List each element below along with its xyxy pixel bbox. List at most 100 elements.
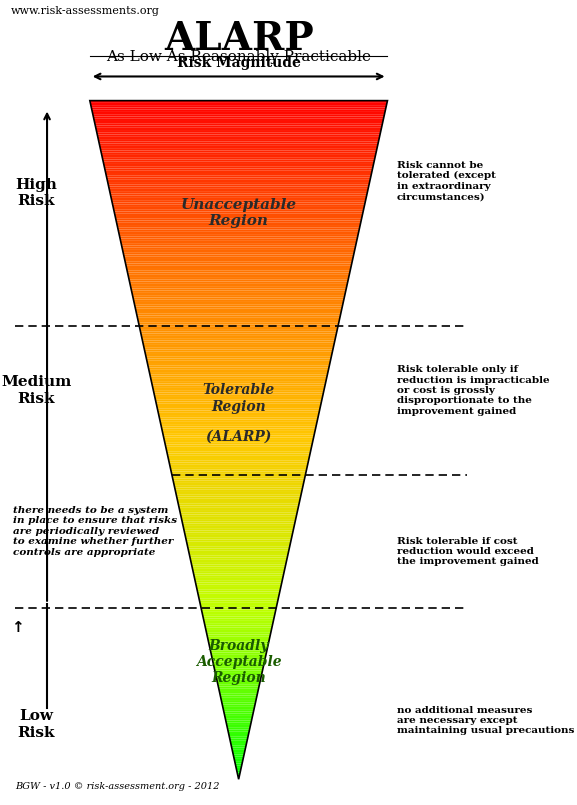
Polygon shape <box>209 646 268 648</box>
Polygon shape <box>204 621 273 623</box>
Polygon shape <box>182 523 295 526</box>
Text: As Low As Reasonably Practicable: As Low As Reasonably Practicable <box>106 50 371 64</box>
Polygon shape <box>92 112 385 114</box>
Polygon shape <box>142 338 335 341</box>
Polygon shape <box>99 142 379 143</box>
Polygon shape <box>223 709 254 712</box>
Polygon shape <box>104 166 373 168</box>
Polygon shape <box>95 123 383 126</box>
Polygon shape <box>108 184 369 187</box>
Polygon shape <box>219 689 258 691</box>
Polygon shape <box>153 388 324 390</box>
Polygon shape <box>173 478 305 481</box>
Polygon shape <box>109 189 368 191</box>
Polygon shape <box>115 216 362 218</box>
Polygon shape <box>118 229 359 232</box>
Text: High
Risk: High Risk <box>16 178 57 208</box>
Polygon shape <box>113 204 365 207</box>
Polygon shape <box>187 544 290 547</box>
Text: Low
Risk: Low Risk <box>18 709 55 740</box>
Polygon shape <box>202 612 275 614</box>
Polygon shape <box>112 202 365 204</box>
Text: Risk cannot be
tolerated (except
in extraordinary
circumstances): Risk cannot be tolerated (except in extr… <box>397 161 496 201</box>
Polygon shape <box>132 293 345 295</box>
Polygon shape <box>110 191 368 193</box>
Polygon shape <box>228 732 249 734</box>
Polygon shape <box>208 642 269 643</box>
Polygon shape <box>174 485 303 488</box>
Text: Tolerable
Region: Tolerable Region <box>203 383 275 414</box>
Polygon shape <box>136 309 342 311</box>
Polygon shape <box>104 168 373 171</box>
Text: Broadly
Acceptable
Region: Broadly Acceptable Region <box>196 638 282 685</box>
Polygon shape <box>123 252 354 254</box>
Polygon shape <box>111 196 366 198</box>
Polygon shape <box>204 618 274 621</box>
Polygon shape <box>215 671 263 673</box>
Polygon shape <box>235 766 242 768</box>
Polygon shape <box>103 159 374 162</box>
Polygon shape <box>150 374 327 377</box>
Polygon shape <box>173 481 304 483</box>
Polygon shape <box>222 702 256 704</box>
Polygon shape <box>149 372 328 374</box>
Polygon shape <box>223 707 254 709</box>
Polygon shape <box>189 551 288 553</box>
Polygon shape <box>136 311 342 313</box>
Polygon shape <box>179 510 298 512</box>
Polygon shape <box>164 440 313 442</box>
Polygon shape <box>190 558 287 559</box>
Polygon shape <box>102 155 376 157</box>
Polygon shape <box>231 745 246 748</box>
Polygon shape <box>158 408 320 411</box>
Polygon shape <box>218 684 260 687</box>
Polygon shape <box>165 442 313 444</box>
Polygon shape <box>220 693 257 696</box>
Polygon shape <box>129 277 349 279</box>
Polygon shape <box>192 567 285 569</box>
Polygon shape <box>180 512 297 514</box>
Polygon shape <box>215 673 262 675</box>
Polygon shape <box>128 275 349 277</box>
Polygon shape <box>163 436 314 438</box>
Polygon shape <box>228 734 249 737</box>
Polygon shape <box>124 257 353 259</box>
Polygon shape <box>176 494 301 497</box>
Polygon shape <box>166 447 312 449</box>
Polygon shape <box>196 583 282 584</box>
Polygon shape <box>238 777 239 779</box>
Text: Medium
Risk: Medium Risk <box>1 375 72 406</box>
Polygon shape <box>153 390 324 392</box>
Polygon shape <box>170 467 307 469</box>
Polygon shape <box>224 712 253 714</box>
Polygon shape <box>145 352 332 354</box>
Polygon shape <box>158 413 319 415</box>
Polygon shape <box>148 365 329 368</box>
Polygon shape <box>93 117 384 118</box>
Polygon shape <box>183 528 294 530</box>
Polygon shape <box>232 749 245 752</box>
Polygon shape <box>161 424 317 427</box>
Polygon shape <box>179 506 299 508</box>
Polygon shape <box>220 696 257 698</box>
Polygon shape <box>125 259 353 262</box>
Polygon shape <box>192 564 286 567</box>
Polygon shape <box>126 263 352 266</box>
Polygon shape <box>116 221 361 223</box>
Polygon shape <box>186 537 292 539</box>
Polygon shape <box>140 329 338 332</box>
Polygon shape <box>197 589 280 592</box>
Polygon shape <box>222 704 255 707</box>
Polygon shape <box>207 632 271 634</box>
Polygon shape <box>151 377 327 379</box>
Polygon shape <box>170 464 308 467</box>
Polygon shape <box>137 316 340 318</box>
Polygon shape <box>132 291 346 293</box>
Text: ALARP: ALARP <box>164 20 313 58</box>
Polygon shape <box>179 508 298 510</box>
Polygon shape <box>207 634 271 637</box>
Polygon shape <box>96 128 381 130</box>
Polygon shape <box>143 341 335 343</box>
Polygon shape <box>213 662 264 664</box>
Polygon shape <box>161 427 316 428</box>
